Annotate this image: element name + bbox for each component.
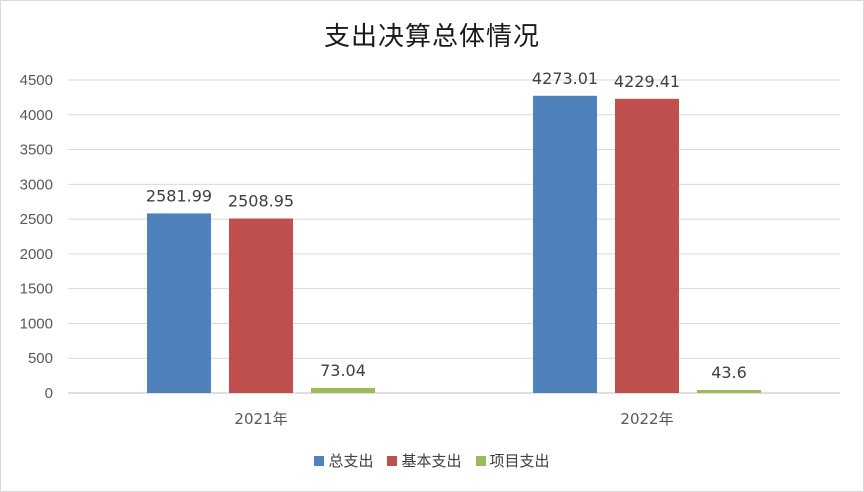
data-label: 4229.41 [614, 72, 680, 91]
legend-swatch [475, 455, 486, 466]
data-label: 4273.01 [532, 69, 598, 88]
y-tick-label: 1500 [20, 281, 53, 298]
data-label: 43.6 [711, 363, 747, 382]
bar [147, 213, 211, 393]
y-tick-label: 3500 [20, 142, 53, 159]
data-label: 73.04 [320, 361, 366, 380]
y-tick-label: 0 [45, 385, 53, 402]
bar [311, 387, 375, 393]
legend-item: 基本支出 [387, 450, 462, 471]
legend-item: 项目支出 [475, 450, 550, 471]
x-tick-label: 2022年 [620, 410, 673, 428]
data-label: 2581.99 [146, 186, 212, 205]
legend-item: 总支出 [314, 450, 373, 471]
chart-title: 支出决算总体情况 [323, 22, 540, 52]
legend-swatch [314, 455, 325, 466]
legend-label: 总支出 [328, 452, 374, 470]
bar [533, 95, 597, 393]
y-tick-label: 4000 [20, 107, 53, 124]
bar [615, 98, 679, 393]
legend-label: 基本支出 [401, 452, 462, 470]
legend: 总支出 基本支出 项目支出 [0, 450, 864, 471]
data-label: 2508.95 [228, 191, 294, 210]
y-tick-label: 500 [28, 350, 53, 367]
y-tick-label: 2500 [20, 211, 53, 228]
y-tick-label: 1000 [20, 315, 53, 332]
x-tick-label: 2021年 [234, 410, 287, 428]
y-tick-label: 3000 [20, 176, 53, 193]
legend-swatch [387, 455, 398, 466]
y-tick-label: 4500 [20, 72, 53, 89]
y-tick-label: 2000 [20, 246, 53, 263]
bar [697, 389, 761, 393]
legend-label: 项目支出 [489, 452, 550, 470]
bar [229, 218, 293, 393]
